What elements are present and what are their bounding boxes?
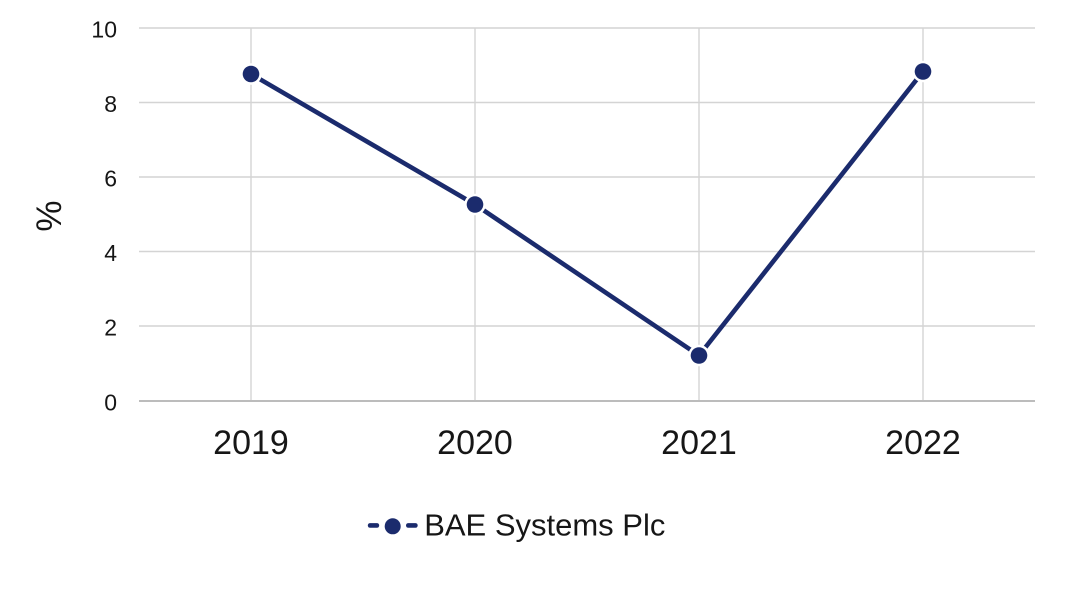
svg-text:2022: 2022 bbox=[885, 424, 961, 462]
svg-text:10: 10 bbox=[91, 17, 117, 43]
svg-text:4: 4 bbox=[104, 240, 117, 266]
svg-text:8: 8 bbox=[104, 91, 117, 117]
svg-text:6: 6 bbox=[104, 166, 117, 192]
svg-text:2: 2 bbox=[104, 315, 117, 341]
svg-text:0: 0 bbox=[104, 390, 117, 416]
svg-text:2020: 2020 bbox=[437, 424, 513, 462]
svg-text:2021: 2021 bbox=[661, 424, 737, 462]
svg-text:BAE Systems Plc: BAE Systems Plc bbox=[424, 507, 665, 542]
svg-text:%: % bbox=[30, 200, 69, 231]
svg-text:2019: 2019 bbox=[213, 424, 289, 462]
